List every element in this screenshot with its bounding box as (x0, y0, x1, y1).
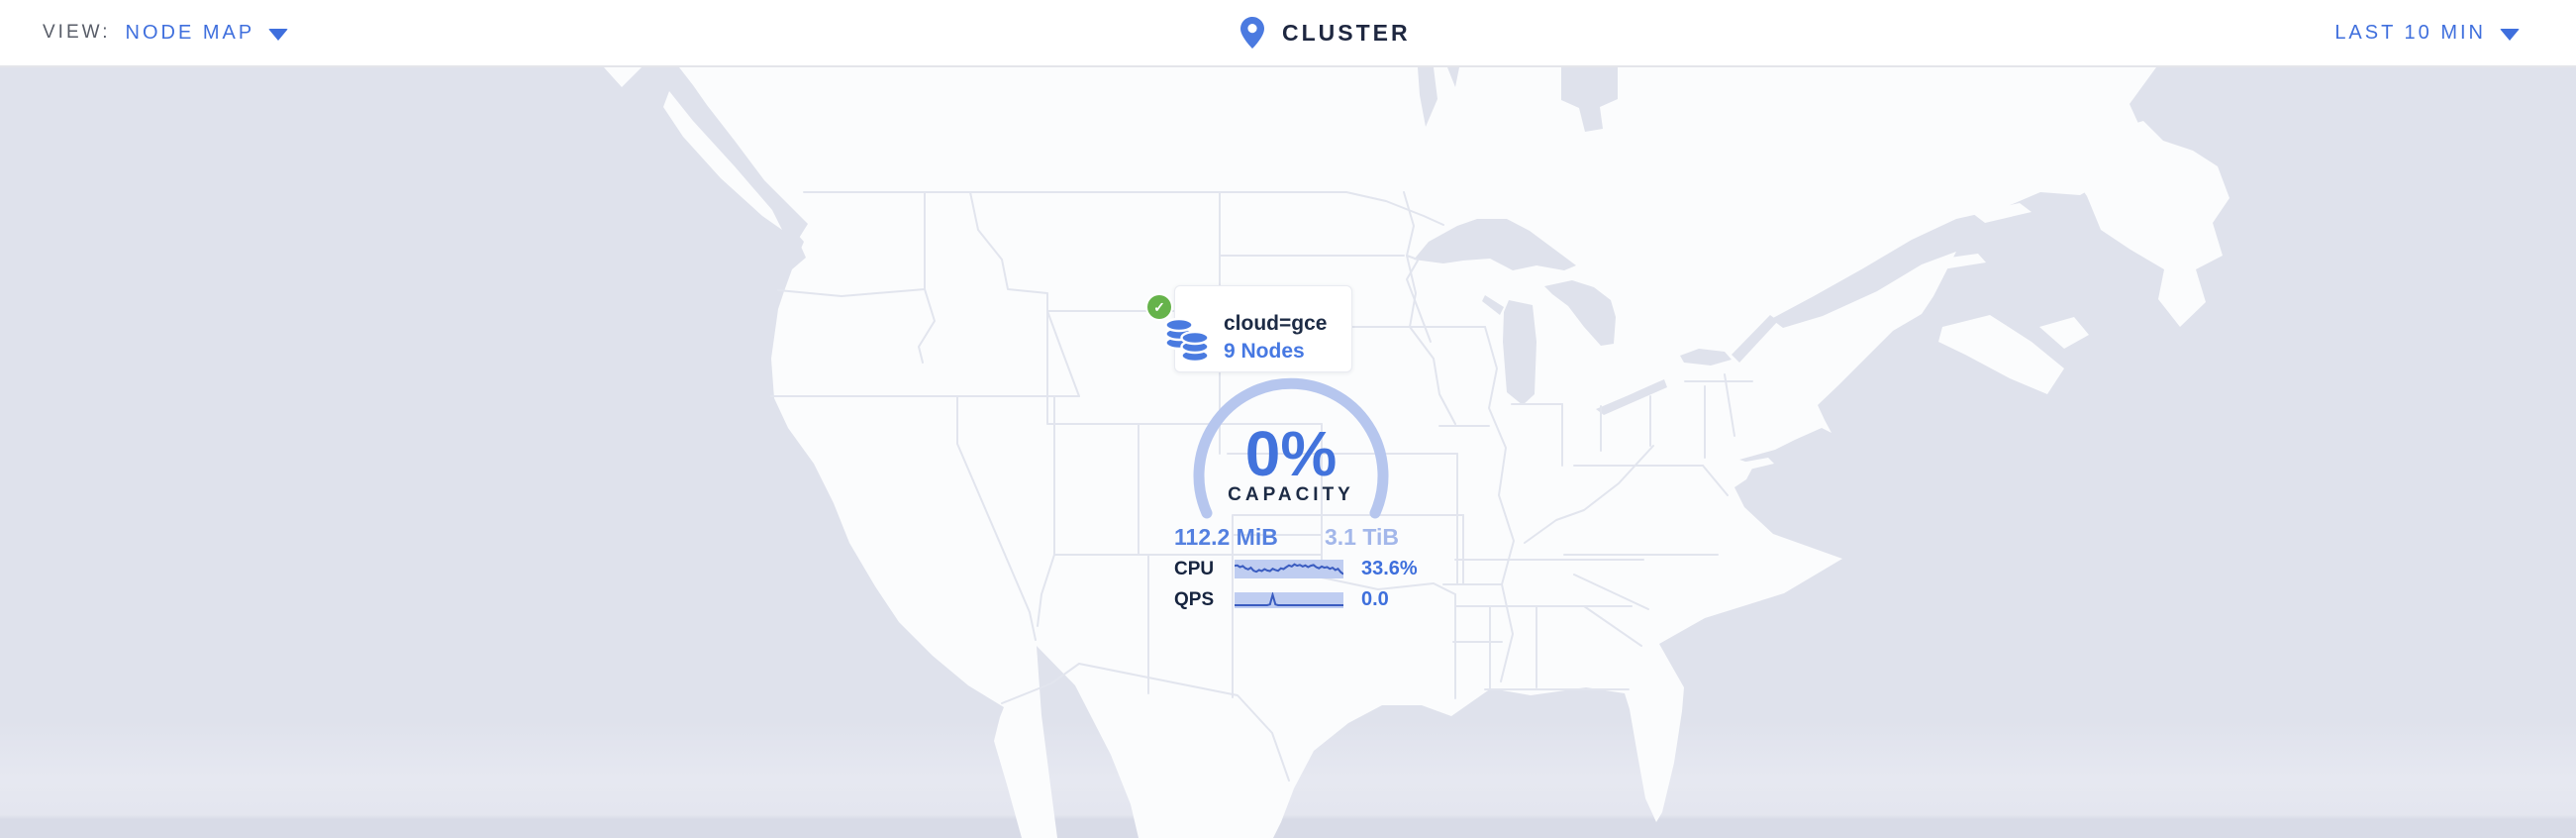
header-bar: VIEW: NODE MAP CLUSTER LAST 10 MIN (0, 0, 2576, 67)
capacity-values: 112.2 MiB 3.1 TiB (1174, 524, 1399, 551)
view-selector-value: NODE MAP (125, 21, 255, 44)
cluster-title: CLUSTER (1282, 19, 1411, 46)
chevron-down-icon (2500, 28, 2520, 41)
great-lakes (788, 67, 1778, 415)
qps-metric-row: QPS 0.0 (1174, 588, 1389, 611)
map-pin-icon (1240, 17, 1264, 49)
capacity-used: 112.2 MiB (1174, 524, 1278, 550)
time-range-selector[interactable]: LAST 10 MIN (2334, 22, 2520, 45)
cluster-heading: CLUSTER (1240, 17, 1411, 49)
view-label: VIEW: (43, 22, 111, 43)
state-borders (770, 191, 1753, 782)
capacity-label: CAPACITY (1228, 484, 1354, 505)
cpu-label: CPU (1174, 558, 1215, 579)
check-circle-icon: ✓ (1147, 295, 1171, 319)
database-stack-icon (1164, 317, 1210, 364)
capacity-total: 3.1 TiB (1325, 524, 1399, 550)
view-selector[interactable]: NODE MAP (126, 22, 289, 45)
nodes-link[interactable]: 9 Nodes (1224, 340, 1305, 363)
locality-name: cloud=gce (1224, 312, 1328, 335)
capacity-percent: 0% (1244, 418, 1338, 489)
chevron-down-icon (268, 28, 289, 41)
time-range-value: LAST 10 MIN (2334, 21, 2486, 44)
qps-value: 0.0 (1361, 588, 1389, 610)
qps-sparkline (1235, 591, 1343, 608)
cpu-metric-row: CPU 33.6% (1174, 558, 1418, 580)
qps-label: QPS (1174, 588, 1215, 610)
capacity-gauge (1193, 377, 1389, 519)
cpu-sparkline (1235, 560, 1343, 578)
cpu-value: 33.6% (1361, 558, 1418, 579)
